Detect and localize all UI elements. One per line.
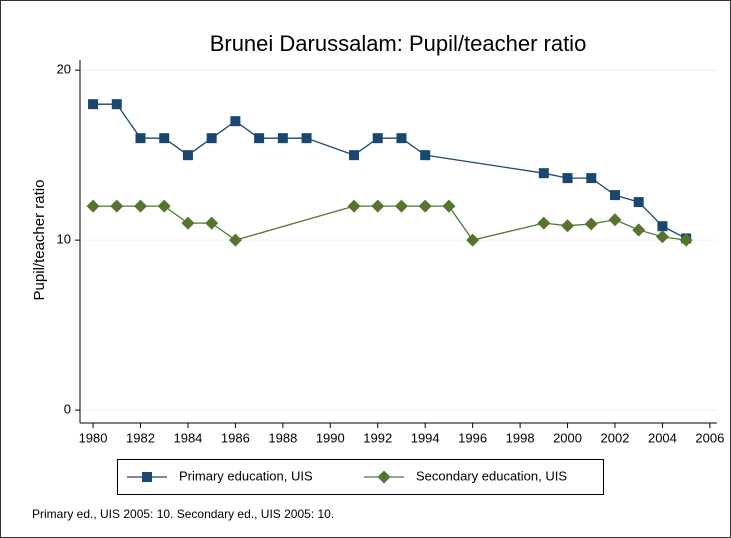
marker [371,199,385,213]
marker [679,233,693,247]
marker [608,213,622,227]
marker [609,190,620,201]
marker [228,233,242,247]
marker [657,221,668,232]
x-tick-label: 1986 [221,430,250,445]
x-tick-label: 1994 [411,430,440,445]
y-axis-label: Pupil/teacher ratio [31,180,48,301]
marker [537,216,551,230]
marker [88,99,99,110]
marker [562,173,573,184]
marker [86,199,100,213]
marker [133,199,147,213]
marker [142,472,152,482]
x-tick-label: 1980 [79,430,108,445]
x-tick-label: 1992 [363,430,392,445]
legend-label: Primary education, UIS [179,468,313,483]
marker [394,199,408,213]
marker [372,133,383,144]
x-tick-label: 1988 [268,430,297,445]
marker [182,150,193,161]
legend-box [117,459,604,495]
marker [230,116,241,127]
x-tick-label: 2006 [695,430,724,445]
x-tick-label: 2004 [648,430,677,445]
marker [205,216,219,230]
marker [159,133,170,144]
marker [157,199,171,213]
x-tick-label: 2002 [601,430,630,445]
marker [418,199,432,213]
marker [655,230,669,244]
marker [206,133,217,144]
legend-label: Secondary education, UIS [416,468,567,483]
y-tick-label: 10 [57,232,71,247]
x-tick-label: 1990 [316,430,345,445]
marker [301,133,312,144]
marker [561,219,575,233]
y-tick-label: 20 [57,62,71,77]
marker [349,150,360,161]
x-tick-label: 2000 [553,430,582,445]
x-tick-label: 1998 [506,430,535,445]
chart-title: Brunei Darussalam: Pupil/teacher ratio [210,31,587,56]
marker [110,199,124,213]
marker [442,199,456,213]
marker [632,223,646,237]
marker [347,199,361,213]
marker [254,133,265,144]
marker [181,216,195,230]
marker [584,217,598,231]
marker [633,197,644,208]
y-tick-label: 0 [64,402,71,417]
note: Primary ed., UIS 2005: 10. Secondary ed.… [32,507,334,521]
x-tick-label: 1982 [126,430,155,445]
x-tick-label: 1996 [458,430,487,445]
marker [466,233,480,247]
marker [396,133,407,144]
marker [538,168,549,179]
marker [586,173,597,184]
x-tick-label: 1984 [173,430,202,445]
marker [111,99,122,110]
marker [135,133,146,144]
marker [420,150,431,161]
marker [277,133,288,144]
marker [377,470,391,484]
